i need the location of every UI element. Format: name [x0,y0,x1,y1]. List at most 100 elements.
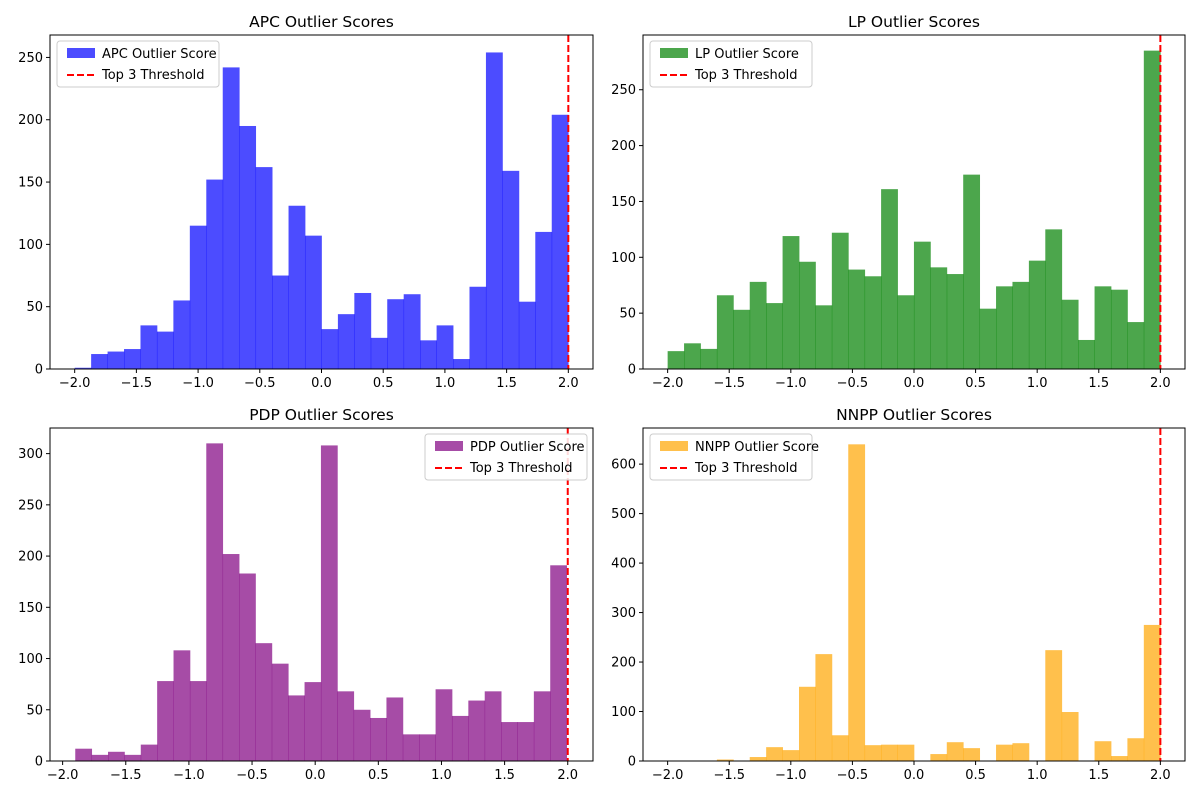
x-tick-label: 1.5 [494,768,515,783]
histogram-bar [832,233,849,369]
histogram-bar [1095,741,1112,761]
legend-label-histogram: LP Outlier Score [695,47,799,62]
legend: PDP Outlier Score Top 3 Threshold [425,434,587,480]
histogram-bar [206,443,223,761]
x-tick-label: −1.0 [173,768,205,783]
histogram-bar [190,681,207,761]
x-tick-label: 2.0 [558,376,579,391]
legend-label-histogram: PDP Outlier Score [470,440,585,455]
histogram-bar [996,286,1013,369]
histogram-bar [750,757,767,761]
x-tick-label: −1.0 [775,768,807,783]
histogram-bar [865,745,882,761]
histogram-bar [140,325,157,369]
x-tick-label: −0.5 [837,376,869,391]
x-tick-label: 2.0 [1150,376,1171,391]
histogram-bar [223,67,240,369]
histogram-bar [75,749,92,761]
histogram-bar [469,287,486,369]
histogram-bar [354,293,371,369]
histogram-bar [766,747,783,761]
histogram-bar [404,294,421,369]
y-tick-label: 150 [18,176,43,191]
histogram-bar [370,718,387,761]
histogram-bar [668,351,685,369]
histogram-bar [881,189,898,369]
x-tick-label: −1.5 [110,768,142,783]
histogram-bar [799,262,816,369]
histogram-bar [717,295,734,369]
x-tick-label: −1.5 [713,768,745,783]
chart-title: LP Outlier Scores [848,13,980,31]
histogram-bar [865,276,882,369]
x-tick-label: 1.0 [435,376,456,391]
histogram-bar [141,745,158,761]
histogram-bar [108,352,125,369]
legend-swatch-histogram [435,441,463,451]
histogram-bar [832,735,849,761]
histogram-bar [1127,322,1144,369]
histogram-bar [1144,51,1161,369]
legend-swatch-histogram [67,48,95,58]
y-tick-label: 0 [35,755,43,770]
histogram-bar [963,175,980,369]
y-tick-label: 100 [611,251,636,266]
y-tick-label: 200 [18,550,43,565]
y-tick-label: 50 [26,703,43,718]
x-tick-label: −1.5 [713,376,745,391]
y-tick-label: 300 [18,447,43,462]
y-tick-label: 200 [18,113,43,128]
histogram-bar [387,299,404,369]
histogram-bar [1029,261,1046,369]
histogram-bar [947,274,964,369]
x-tick-label: 0.5 [965,376,986,391]
legend-label-threshold: Top 3 Threshold [469,461,573,476]
x-tick-label: −2.0 [59,376,91,391]
histogram-bar [338,314,355,369]
histogram-bar [1111,756,1128,761]
histogram-bar [256,167,273,369]
x-tick-label: 0.0 [904,768,925,783]
histogram-bar [1127,738,1144,761]
x-tick-label: 0.5 [368,768,389,783]
histogram-bar [453,359,470,369]
y-tick-label: 250 [18,51,43,66]
histogram-bar [1012,743,1029,761]
histogram-bar [255,643,272,761]
x-tick-label: 2.0 [557,768,578,783]
histogram-bar [272,664,289,761]
x-tick-label: −2.0 [652,768,684,783]
y-tick-label: 250 [611,83,636,98]
histogram-bar [157,332,174,369]
legend-label-histogram: NNPP Outlier Score [695,440,819,455]
x-tick-label: 1.0 [431,768,452,783]
histogram-bar [534,691,551,761]
x-tick-label: −1.0 [182,376,214,391]
y-tick-label: 0 [628,363,636,378]
histogram-bar [305,682,322,761]
histogram-bar [1111,290,1128,369]
legend-label-threshold: Top 3 Threshold [101,68,205,83]
histogram-bar [848,444,865,761]
histogram-bar [354,710,371,761]
x-tick-label: 1.5 [496,376,517,391]
y-tick-label: 400 [611,557,636,572]
y-tick-label: 50 [26,300,43,315]
x-tick-label: 1.5 [1088,768,1109,783]
legend-swatch-histogram [660,441,688,451]
histogram-bar [1095,286,1112,369]
x-tick-label: 0.0 [904,376,925,391]
histogram-bar [1144,625,1161,761]
chart-title: APC Outlier Scores [249,13,394,31]
histogram-bar [815,654,832,761]
histogram-bar [848,270,865,369]
histogram-bar [930,267,947,369]
histogram-bar [288,695,305,761]
legend-swatch-histogram [660,48,688,58]
y-tick-label: 500 [611,507,636,522]
x-tick-label: 1.0 [1027,376,1048,391]
